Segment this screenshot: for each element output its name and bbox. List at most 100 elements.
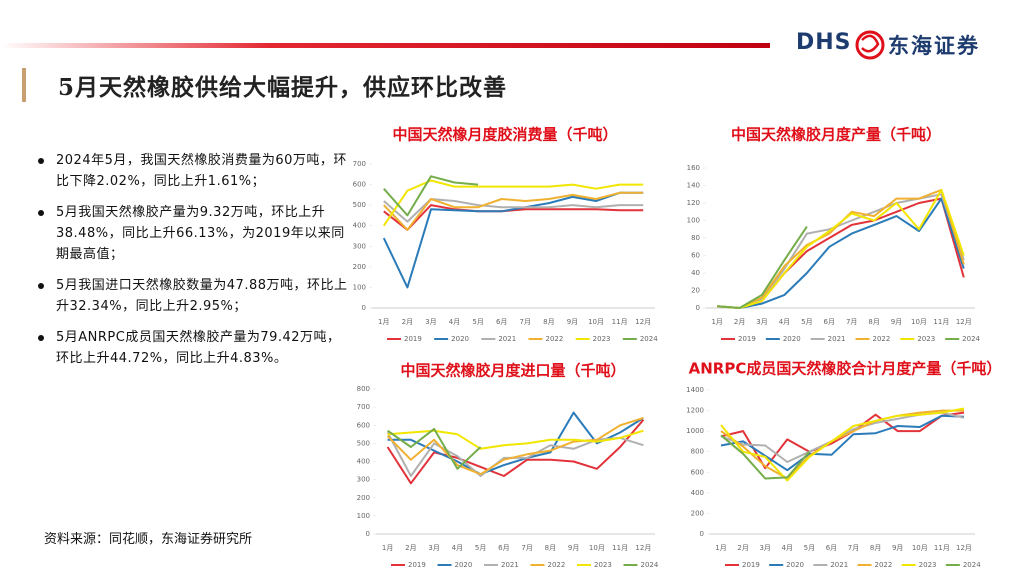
y-tick-label: 400 [353,222,366,230]
y-tick-label: 0 [362,304,366,312]
y-tick-label: 200 [357,494,370,502]
series-line [720,409,964,480]
legend-label: 2024 [641,561,659,569]
x-tick-label: 6月 [498,544,509,552]
legend-label: 2021 [830,561,848,569]
series-line [383,191,644,231]
y-tick-label: 80 [691,234,700,242]
legend-label: 2022 [875,561,893,569]
bullet: 2024年5月，我国天然橡胶消费量为60万吨，环比下降2.02%，同比上升1.6… [36,150,354,192]
x-tick-label: 1月 [382,544,393,552]
x-tick-label: 3月 [756,318,767,326]
x-tick-label: 9月 [892,544,903,552]
x-tick-label: 6月 [824,318,835,326]
chart-title: 中国天然橡胶月度进口量（千吨） [400,362,625,380]
x-tick-label: 7月 [846,318,857,326]
legend-label: 2022 [546,335,564,343]
x-tick-label: 11月 [612,318,628,326]
title-accent [22,68,26,102]
legend-label: 2024 [640,335,658,343]
x-tick-label: 1月 [715,544,726,552]
legend-label: 2019 [742,561,760,569]
x-tick-label: 11月 [612,544,628,552]
series-line [717,188,965,309]
y-tick-label: 100 [353,283,366,291]
x-tick-label: 12月 [635,544,651,552]
legend-label: 2024 [962,335,980,343]
y-tick-label: 100 [687,217,700,225]
y-tick-label: 160 [687,164,700,172]
legend-label: 2023 [593,335,611,343]
series-line [717,188,965,309]
series-line [720,434,811,480]
x-tick-label: 9月 [567,318,578,326]
legend-label: 2019 [408,561,426,569]
series-line [717,193,965,309]
x-tick-label: 5月 [804,544,815,552]
series-line [717,197,965,309]
x-tick-label: 8月 [545,544,556,552]
x-tick-label: 2月 [737,544,748,552]
logo-cn: 东海证券 [888,34,980,58]
legend-label: 2020 [451,335,469,343]
x-tick-label: 10月 [588,318,604,326]
y-tick-label: 140 [687,182,700,190]
legend-label: 2020 [783,335,801,343]
y-tick-label: 1400 [686,386,704,394]
x-tick-label: 4月 [452,544,463,552]
y-tick-label: 200 [353,263,366,271]
bullet: 5月ANRPC成员国天然橡胶产量为79.42万吨，环比上升44.72%，同比上升… [36,327,354,369]
x-tick-label: 1月 [378,318,389,326]
x-tick-label: 2月 [402,318,413,326]
y-tick-label: 500 [357,439,370,447]
x-tick-label: 11月 [933,318,949,326]
legend-label: 2020 [455,561,473,569]
y-tick-label: 0 [700,530,704,538]
y-tick-label: 400 [357,458,370,466]
legend-label: 2023 [919,561,937,569]
series-line [386,432,644,477]
x-tick-label: 5月 [801,318,812,326]
x-tick-label: 9月 [568,544,579,552]
x-tick-label: 10月 [589,544,605,552]
header-line [0,43,770,48]
series-line [383,204,644,231]
source-note: 资料来源：同花顺，东海证券研究所 [44,532,253,547]
y-tick-label: 700 [353,160,366,168]
series-line [386,417,644,476]
logo-icon [855,30,885,60]
x-tick-label: 6月 [826,544,837,552]
legend-label: 2021 [498,335,516,343]
x-tick-label: 8月 [870,544,881,552]
y-tick-label: 60 [691,252,700,260]
x-tick-label: 4月 [782,544,793,552]
legend-label: 2021 [828,335,846,343]
x-tick-label: 9月 [891,318,902,326]
x-tick-label: 2月 [734,318,745,326]
chart-title: ANRPC成员国天然橡胶合计月度产量（千吨） [689,360,1002,378]
x-tick-label: 8月 [868,318,879,326]
series-line [386,419,645,485]
x-tick-label: 10月 [911,318,927,326]
x-tick-label: 12月 [956,544,972,552]
x-tick-label: 3月 [759,544,770,552]
series-line [383,175,479,217]
series-line [720,407,965,482]
x-tick-label: 6月 [496,318,507,326]
series-line [720,414,965,472]
x-tick-label: 7月 [848,544,859,552]
x-tick-label: 7月 [520,318,531,326]
y-tick-label: 600 [357,421,370,429]
y-tick-label: 800 [691,448,704,456]
x-tick-label: 3月 [428,544,439,552]
x-tick-label: 3月 [425,318,436,326]
legend-label: 2023 [917,335,935,343]
y-tick-label: 700 [357,403,370,411]
x-tick-label: 4月 [779,318,790,326]
x-tick-label: 12月 [635,318,651,326]
y-tick-label: 40 [691,269,700,277]
legend-label: 2022 [873,335,891,343]
bullet: 5月我国天然橡胶产量为9.32万吨，环比上升38.48%，同比上升66.13%，… [36,202,354,265]
